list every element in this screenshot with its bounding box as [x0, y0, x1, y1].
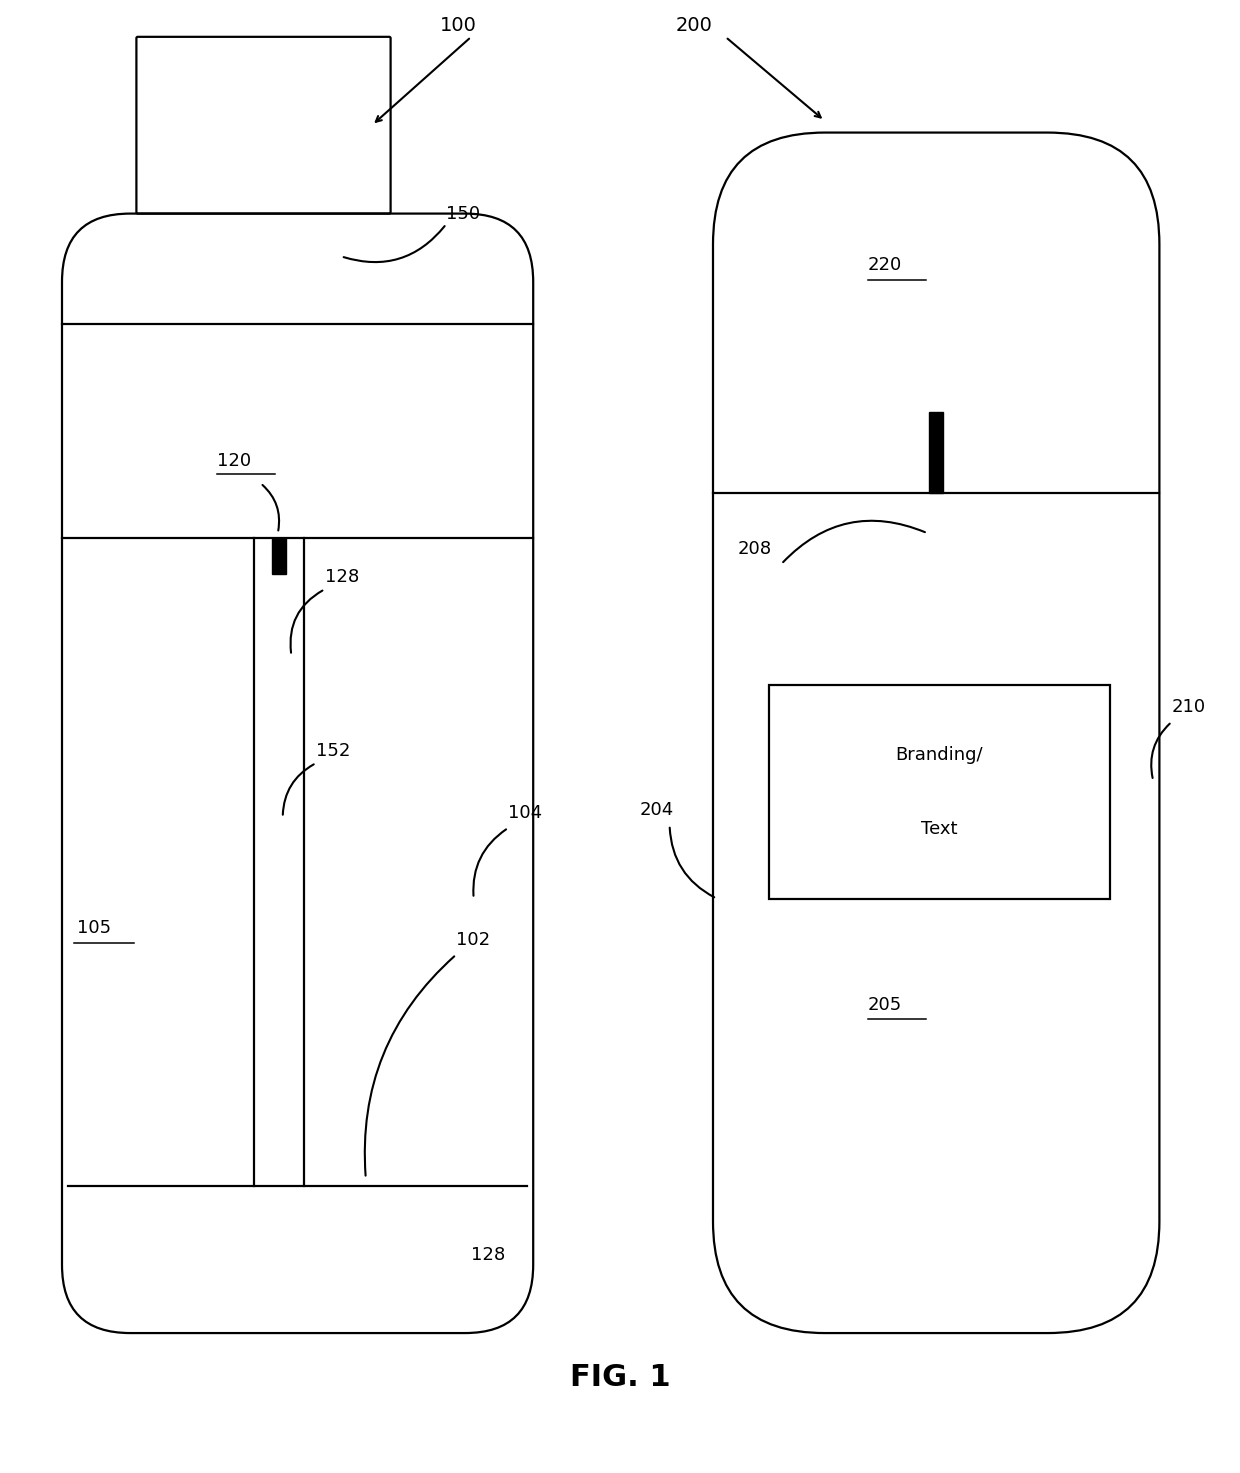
Text: 105: 105	[77, 919, 112, 937]
Text: FIG. 1: FIG. 1	[569, 1363, 671, 1392]
Text: Branding/: Branding/	[895, 745, 983, 764]
Text: 100: 100	[440, 16, 477, 34]
Bar	[930, 412, 944, 493]
Text: 104: 104	[508, 804, 543, 822]
Text: 205: 205	[868, 996, 903, 1013]
Text: 150: 150	[446, 205, 481, 222]
Text: 120: 120	[217, 452, 252, 470]
Text: 152: 152	[316, 742, 351, 760]
Text: Text: Text	[921, 819, 957, 838]
Text: 204: 204	[640, 801, 675, 819]
Text: 208: 208	[738, 541, 773, 558]
Text: 220: 220	[868, 256, 903, 274]
Bar	[273, 538, 285, 574]
Text: 128: 128	[471, 1246, 506, 1264]
Text: 210: 210	[1172, 698, 1207, 716]
Text: 200: 200	[676, 16, 713, 34]
Bar	[769, 685, 1110, 899]
Text: 128: 128	[325, 569, 360, 586]
Text: 102: 102	[456, 931, 491, 949]
